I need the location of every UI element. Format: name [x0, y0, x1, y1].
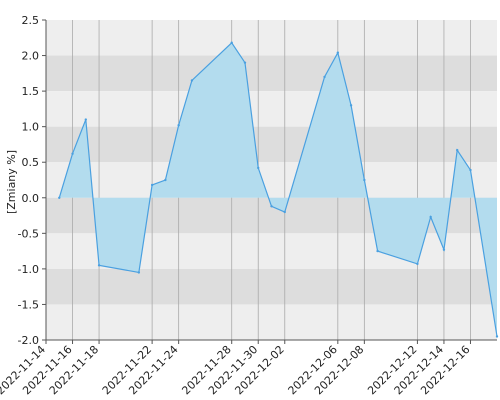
data-point [164, 178, 167, 182]
y-tick-label: 1.5 [22, 85, 40, 98]
data-point [336, 51, 340, 54]
y-tick-label: 1.0 [22, 121, 40, 134]
y-tick-label: -1.5 [18, 298, 39, 311]
data-point [58, 196, 61, 199]
data-point [177, 124, 180, 127]
data-point [150, 183, 154, 187]
data-point [376, 249, 379, 253]
grid-band [46, 91, 497, 127]
y-tick-label: 0.5 [22, 156, 40, 169]
data-point [230, 41, 233, 44]
x-axis: 2022-11-142022-11-162022-11-182022-11-22… [0, 339, 497, 397]
data-point [416, 262, 419, 266]
data-point [349, 104, 353, 107]
data-point [323, 75, 326, 79]
data-point [137, 271, 141, 274]
data-point [243, 61, 247, 64]
data-point [429, 215, 432, 219]
data-point [270, 205, 273, 208]
data-point [97, 264, 101, 267]
grid-band [46, 126, 497, 163]
y-tick-label: 0.0 [22, 192, 40, 205]
y-tick-label: -1.0 [18, 263, 39, 276]
data-point [442, 248, 446, 251]
data-point [456, 148, 459, 152]
y-axis-label: [Zmiany %] [5, 150, 18, 214]
grid-band [46, 162, 497, 198]
grid-band [46, 55, 497, 92]
y-axis: 2.5 2.0 1.5 1.0 0.5 0.0 -0.5 -1.0 -1.5 -2.0 [18, 14, 47, 347]
y-tick-label: 2.5 [22, 14, 40, 27]
data-point [71, 152, 74, 155]
grid-band [46, 304, 497, 340]
data-point [190, 79, 194, 82]
y-tick-label: -2.0 [18, 334, 39, 347]
area-series [58, 41, 499, 338]
data-point [469, 168, 472, 172]
plot-background [46, 20, 497, 340]
data-point [257, 166, 260, 170]
y-tick-label: -0.5 [18, 227, 39, 240]
data-point [363, 178, 366, 182]
grid-band [46, 268, 497, 305]
y-tick-label: 2.0 [22, 50, 40, 63]
data-point [84, 118, 87, 121]
data-point [283, 210, 286, 214]
data-point [495, 335, 499, 338]
grid-band [46, 20, 497, 56]
